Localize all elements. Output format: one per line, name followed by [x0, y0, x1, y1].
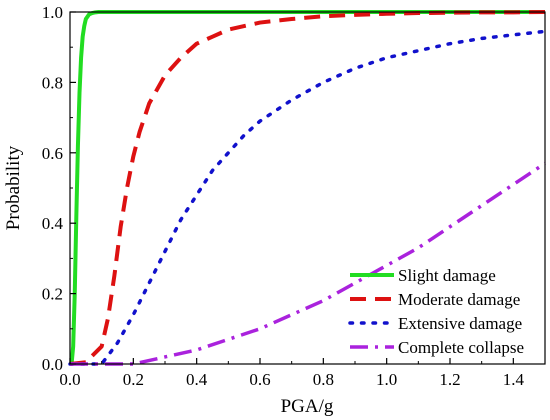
x-axis-label: PGA/g	[281, 396, 334, 417]
series-line-extensive-damage	[68, 29, 547, 366]
y-tick-label: 1.0	[42, 3, 63, 22]
legend-label: Extensive damage	[398, 314, 522, 333]
legend-label: Slight damage	[398, 266, 496, 285]
x-tick-label: 0.2	[123, 370, 144, 389]
ticks-layer: 0.0 0.2 0.4 0.6 0.8 1.0 1.2 1.4 0.0 0.2 0.4 0.6 0.8 1…	[42, 3, 546, 389]
legend-item-complete-collapse: Complete collapse	[350, 338, 524, 357]
x-tick-label: 1.0	[376, 370, 397, 389]
legend-label: Complete collapse	[398, 338, 524, 357]
legend-item-slight-damage: Slight damage	[350, 266, 496, 285]
y-tick-label: 0.0	[42, 355, 63, 374]
legend: Slight damage Moderate damage Extensive da…	[348, 266, 524, 357]
series-line-moderate-damage	[69, 10, 546, 366]
y-tick-label: 0.8	[42, 73, 63, 92]
x-tick-label: 0.0	[59, 370, 80, 389]
x-tick-label: 0.8	[313, 370, 334, 389]
legend-item-extensive-damage: Extensive damage	[348, 314, 522, 333]
x-tick-label: 0.6	[249, 370, 270, 389]
y-axis-label: Probability	[3, 145, 24, 230]
series-line-complete-collapse	[70, 161, 546, 366]
x-tick-label: 0.4	[186, 370, 208, 389]
x-tick-label: 1.4	[503, 370, 525, 389]
x-tick-label: 1.2	[439, 370, 460, 389]
y-tick-label: 0.4	[42, 214, 64, 233]
y-tick-label: 0.2	[42, 285, 63, 304]
plot-background	[70, 12, 545, 364]
legend-item-moderate-damage: Moderate damage	[350, 290, 520, 309]
y-tick-label: 0.6	[42, 144, 63, 163]
legend-label: Moderate damage	[398, 290, 520, 309]
